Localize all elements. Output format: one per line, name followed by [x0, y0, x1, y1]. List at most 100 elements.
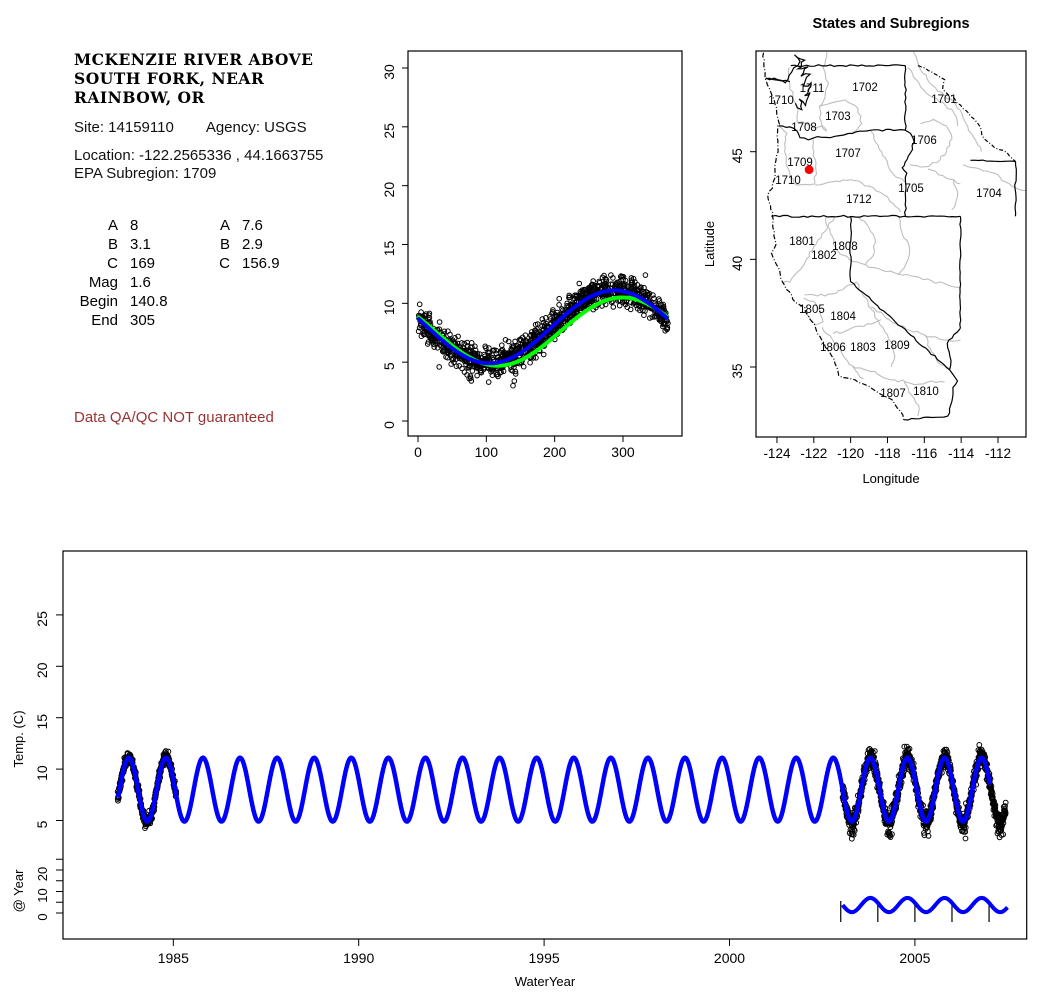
subregion-label: 1802: [811, 250, 837, 262]
year-tick-label: 2000: [714, 950, 745, 966]
ts-frame: [62, 550, 1028, 940]
param-primary-row: C 169: [74, 254, 168, 273]
x-tick-label: 0: [414, 444, 422, 460]
id-wy-border: [1014, 161, 1017, 217]
state-borders: [762, 52, 1017, 421]
subregion-label: 1701: [931, 94, 957, 106]
inset-tick-label: 0: [35, 913, 50, 920]
map-y-axis-label: Latitude: [702, 221, 717, 267]
fit_green-curve: [416, 295, 669, 368]
subregion-labels: 1711 1710 1702 1701 1703 1708 1706 1707 1709 1710…: [768, 82, 1002, 400]
year-tick-label: 2005: [899, 950, 930, 966]
x-tick-label: 100: [475, 444, 499, 460]
y-tick-label: 10: [381, 299, 397, 315]
site-agency-line: Site: 14159110 Agency: USGS: [74, 119, 307, 136]
param-value: 140.8: [130, 293, 168, 310]
param-secondary-row: B 2.9: [186, 235, 280, 254]
subregion-label: 1810: [913, 386, 939, 398]
coastline: [762, 52, 905, 420]
subregion-label: 1708: [791, 122, 817, 134]
subregion-label: 1705: [898, 183, 924, 195]
states-subregions-map: 1711 1710 1702 1701 1703 1708 1706 1707 1709 1710…: [702, 16, 1027, 486]
param-secondary-row: C 156.9: [186, 254, 280, 273]
subregion-label: 1710: [768, 95, 794, 107]
canada-border: [790, 64, 906, 68]
subregion-label: 1704: [976, 188, 1002, 200]
param-value: 2.9: [242, 236, 263, 253]
ts-x-axis: 1985 1990 1995 2000 2005: [158, 939, 931, 966]
ts-y-axis: 5 10 15 20 25: [34, 611, 63, 828]
subregion-label: 1707: [835, 148, 861, 160]
subregion-label: 1703: [825, 111, 851, 123]
plot-frame: [407, 50, 683, 437]
ca-nv-border: [849, 216, 950, 371]
y-tick-label: 25: [381, 123, 397, 139]
param-label: Mag: [88, 274, 118, 291]
longitude-tick-label: -112: [985, 446, 1011, 461]
map-x-axis: -124 -122 -120 -118 -116 -114 -112: [763, 437, 1011, 461]
epa-subregion-line: EPA Subregion: 1709: [74, 165, 217, 182]
station-title-line2: SOUTH FORK, NEAR: [74, 69, 265, 88]
y-tick-label: 0: [381, 421, 397, 429]
param-value: 3.1: [130, 236, 151, 253]
param-primary-row: B 3.1: [74, 235, 168, 254]
temp-tick-label: 10: [34, 765, 50, 781]
param-value: 8: [130, 217, 139, 234]
temp-tick-label: 5: [34, 820, 50, 828]
subregion-label: 1709: [787, 157, 813, 169]
y-tick-label: 15: [381, 240, 397, 256]
x-tick-label: 300: [611, 444, 635, 460]
longitude-tick-label: -120: [837, 446, 864, 461]
latitude-tick-label: 35: [730, 363, 745, 378]
map-x-axis-label: Longitude: [862, 471, 919, 486]
ts-inset-axis-label: @ Year: [11, 869, 26, 913]
nv-ut-border: [959, 216, 962, 329]
subregion-label: 1803: [850, 342, 876, 354]
agency: Agency: USGS: [205, 119, 307, 136]
ts-x-axis-label: WaterYear: [515, 974, 576, 989]
year-tick-label: 1990: [343, 950, 374, 966]
x-axis: 0 100 200 300: [414, 436, 635, 460]
temp-tick-label: 25: [34, 611, 50, 627]
fit-params-primary: A 8 B 3.1 C 169 Mag 1.6 Begin 140.8 End 305: [74, 216, 168, 330]
map-title: States and Subregions: [812, 16, 969, 32]
x-tick-label: 200: [543, 444, 567, 460]
site-location-dot: [804, 165, 814, 175]
subregion-label: 1807: [880, 388, 906, 400]
station-title: MCKENZIE RIVER ABOVE SOUTH FORK, NEAR RAIN…: [74, 50, 313, 107]
param-value: 169: [130, 255, 156, 272]
param-label: B: [107, 236, 118, 253]
site-id: Site: 14159110: [74, 119, 174, 136]
station-title-line3: RAINBOW, OR: [74, 88, 205, 107]
wa-id-border: [903, 65, 907, 131]
qaqc-warning: Data QA/QC NOT guaranteed: [74, 409, 274, 426]
subregion-label: 1711: [800, 83, 825, 95]
year-tick-label: 1995: [529, 950, 560, 966]
param-primary-row: End 305: [74, 311, 168, 330]
fit_blue-curve: [416, 288, 669, 366]
ts-inset-y-axis: 0 10 20: [35, 858, 63, 921]
param-primary-row: Mag 1.6: [74, 273, 168, 292]
param-value: 305: [130, 312, 156, 329]
puget-sound-coast: [765, 54, 812, 111]
longitude-tick-label: -116: [911, 446, 937, 461]
42nd-parallel: [771, 214, 961, 218]
y-axis: 0 5 10 15 20 25 30: [381, 64, 408, 429]
subregion-label: 1805: [799, 304, 825, 316]
y-tick-label: 20: [381, 182, 397, 198]
latitude-tick-label: 45: [730, 148, 745, 163]
subregion-label: 1801: [789, 236, 815, 248]
param-label: End: [91, 312, 118, 329]
subregion-label: 1806: [820, 342, 846, 354]
param-label: B: [219, 236, 230, 253]
inset-amplitude-curve: [840, 895, 1009, 915]
station-title-line1: MCKENZIE RIVER ABOVE: [74, 50, 314, 69]
param-label: A: [219, 217, 230, 234]
longitude-tick-label: -118: [874, 446, 900, 461]
map-y-axis: 35 40 45: [730, 148, 756, 379]
temp-tick-label: 15: [34, 714, 50, 730]
longitude-tick-label: -114: [948, 446, 975, 461]
param-value: 156.9: [242, 255, 280, 272]
